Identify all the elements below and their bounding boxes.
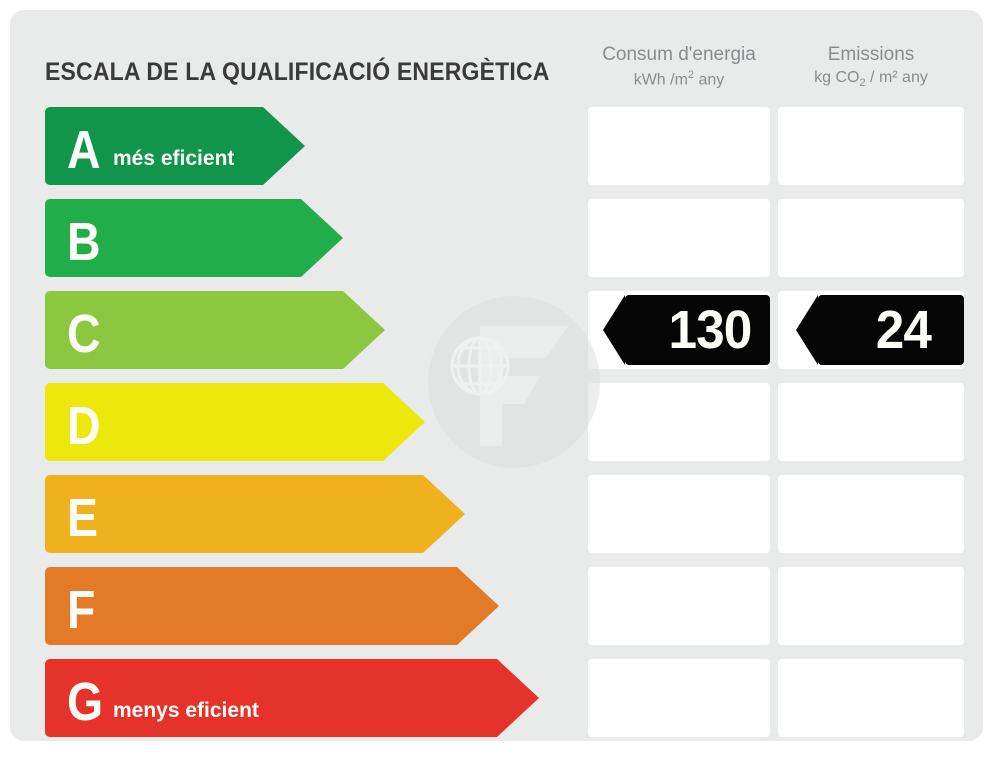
rating-note-a: més eficient	[113, 147, 235, 170]
value-cell-emissions-a	[778, 107, 964, 185]
consum-unit-sup: 2	[687, 68, 695, 81]
rating-bar-tip	[263, 107, 305, 185]
value-cell-emissions-g	[778, 659, 964, 737]
emissions-value-badge-text: 24	[875, 300, 932, 360]
value-cell-consum-e	[588, 475, 770, 553]
value-cell-emissions-d	[778, 383, 964, 461]
rating-letter-a: A	[67, 120, 101, 180]
value-cell-consum-a	[588, 107, 770, 185]
rating-bar-tip	[383, 383, 425, 461]
value-cell-emissions-f	[778, 567, 964, 645]
rating-row: D	[10, 383, 983, 461]
emissions-unit-prefix: kg CO	[814, 68, 860, 86]
rating-letter-e: E	[67, 488, 98, 548]
rating-bar-tip	[301, 199, 343, 277]
rating-bar-d: D	[45, 383, 425, 461]
rating-bar-tip	[457, 567, 499, 645]
consum-unit-suffix: any	[694, 71, 725, 89]
consum-value-badge: 130	[603, 295, 770, 365]
value-cell-consum-g	[588, 659, 770, 737]
column-header-emissions-unit: kg CO2 / m² any	[778, 69, 964, 90]
rating-row: B	[10, 199, 983, 277]
rating-row: F	[10, 567, 983, 645]
rating-bar-tip	[423, 475, 465, 553]
value-cell-consum-b	[588, 199, 770, 277]
rating-bar-tip	[497, 659, 539, 737]
rating-note-g: menys eficient	[113, 699, 259, 722]
column-header-consum-name: Consum d'energia	[602, 44, 756, 65]
value-cell-consum-f	[588, 567, 770, 645]
rating-bar-tip	[343, 291, 385, 369]
column-header-consum: Consum d'energia kWh /m2 any	[588, 44, 770, 90]
consum-unit-prefix: kWh /m	[633, 71, 688, 89]
rating-letter-d: D	[67, 396, 101, 456]
column-header-emissions-name: Emissions	[827, 44, 915, 65]
value-cell-emissions-e	[778, 475, 964, 553]
column-header-emissions: Emissions kg CO2 / m² any	[778, 44, 964, 90]
rating-row: E	[10, 475, 983, 553]
rating-bar-c: C	[45, 291, 385, 369]
value-cell-consum-d	[588, 383, 770, 461]
rating-letter-c: C	[67, 304, 101, 364]
emissions-unit-sub: 2	[859, 77, 866, 90]
consum-value-badge-text: 130	[668, 300, 752, 360]
rating-letter-g: G	[67, 672, 104, 732]
page-title: ESCALA DE LA QUALIFICACIÓ ENERGÈTICA	[45, 58, 550, 86]
rating-bar-f: F	[45, 567, 499, 645]
emissions-value-badge: 24	[796, 295, 964, 365]
rating-bar-b: B	[45, 199, 343, 277]
value-cell-emissions-b	[778, 199, 964, 277]
rating-letter-f: F	[67, 580, 96, 640]
rating-letter-b: B	[67, 212, 101, 272]
rating-bar-e: E	[45, 475, 465, 553]
rating-panel: ESCALA DE LA QUALIFICACIÓ ENERGÈTICA Con…	[10, 10, 983, 741]
column-header-consum-unit: kWh /m2 any	[588, 69, 770, 90]
emissions-unit-suffix: / m² any	[865, 68, 928, 86]
rating-row: C 130 24	[10, 291, 983, 369]
